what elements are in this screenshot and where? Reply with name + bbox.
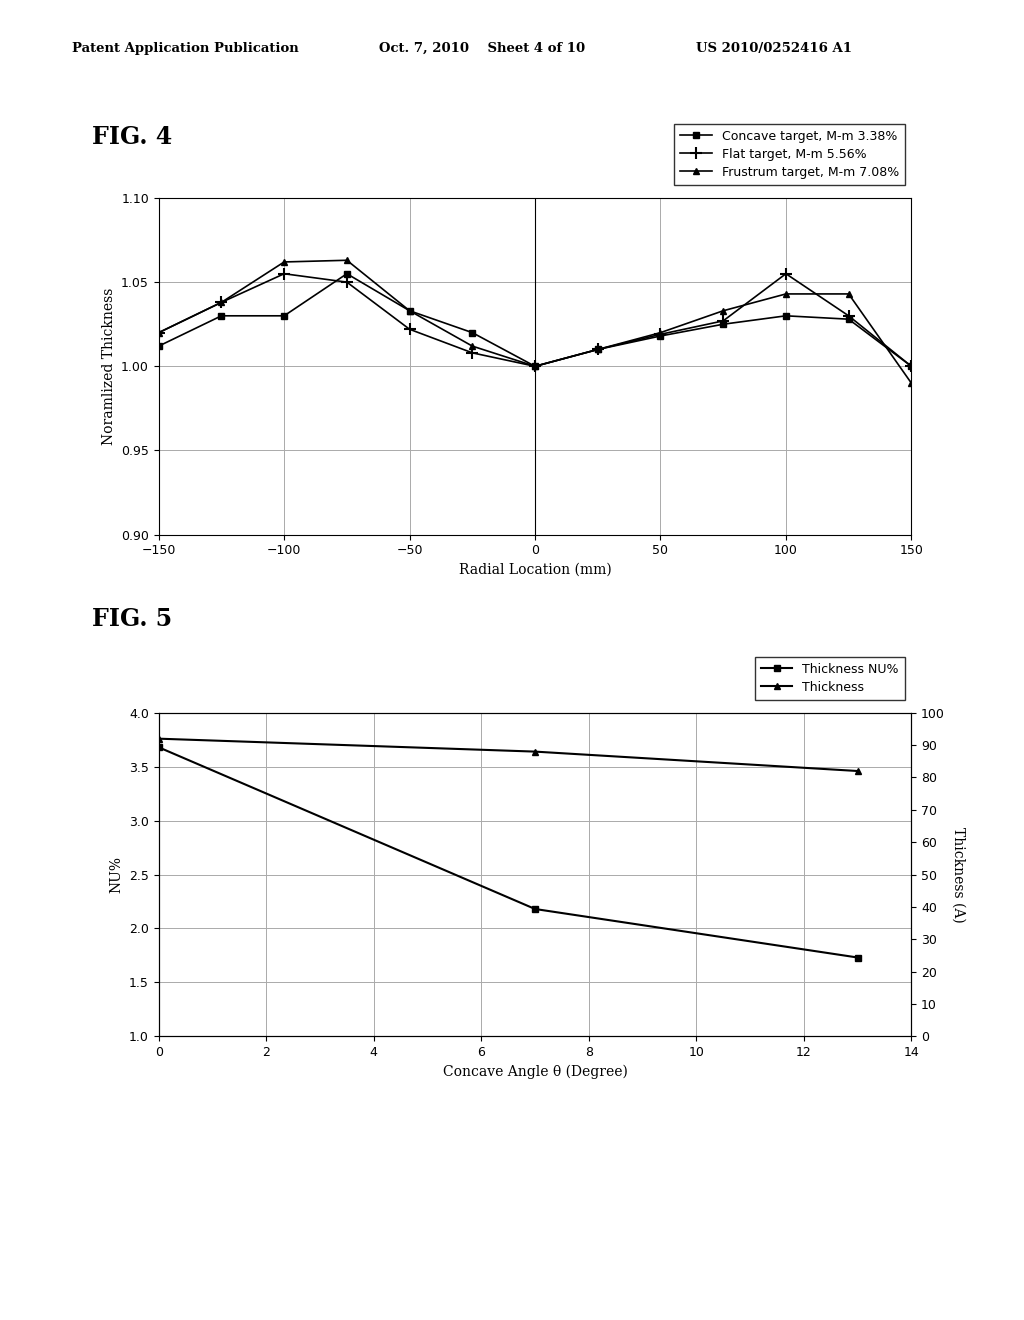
Flat target, M-m 5.56% bbox=[905, 359, 918, 375]
Thickness bbox=[153, 731, 165, 747]
Flat target, M-m 5.56% bbox=[843, 308, 855, 323]
Flat target, M-m 5.56% bbox=[466, 345, 478, 360]
Frustrum target, M-m 7.08% bbox=[905, 375, 918, 391]
Line: Thickness NU%: Thickness NU% bbox=[156, 744, 861, 961]
Thickness NU% bbox=[852, 949, 864, 965]
Line: Frustrum target, M-m 7.08%: Frustrum target, M-m 7.08% bbox=[156, 257, 914, 387]
Text: FIG. 4: FIG. 4 bbox=[92, 125, 172, 149]
Concave target, M-m 3.38% bbox=[780, 308, 793, 323]
Frustrum target, M-m 7.08% bbox=[843, 286, 855, 302]
Frustrum target, M-m 7.08% bbox=[341, 252, 353, 268]
Y-axis label: Noramlized Thickness: Noramlized Thickness bbox=[101, 288, 116, 445]
Frustrum target, M-m 7.08% bbox=[780, 286, 793, 302]
Frustrum target, M-m 7.08% bbox=[466, 338, 478, 354]
Flat target, M-m 5.56% bbox=[153, 325, 165, 341]
Concave target, M-m 3.38% bbox=[592, 342, 604, 358]
Flat target, M-m 5.56% bbox=[717, 313, 729, 329]
Text: Oct. 7, 2010    Sheet 4 of 10: Oct. 7, 2010 Sheet 4 of 10 bbox=[379, 42, 585, 55]
Concave target, M-m 3.38% bbox=[341, 265, 353, 281]
Flat target, M-m 5.56% bbox=[215, 294, 227, 310]
Flat target, M-m 5.56% bbox=[403, 321, 416, 337]
Concave target, M-m 3.38% bbox=[215, 308, 227, 323]
Thickness bbox=[852, 763, 864, 779]
Concave target, M-m 3.38% bbox=[843, 312, 855, 327]
Flat target, M-m 5.56% bbox=[341, 275, 353, 290]
Concave target, M-m 3.38% bbox=[403, 302, 416, 318]
Legend: Thickness NU%, Thickness: Thickness NU%, Thickness bbox=[755, 656, 905, 700]
Frustrum target, M-m 7.08% bbox=[528, 359, 541, 375]
Concave target, M-m 3.38% bbox=[654, 329, 667, 345]
Flat target, M-m 5.56% bbox=[654, 326, 667, 342]
Line: Thickness: Thickness bbox=[156, 735, 861, 775]
Concave target, M-m 3.38% bbox=[466, 325, 478, 341]
Concave target, M-m 3.38% bbox=[278, 308, 291, 323]
Y-axis label: Thickness (A): Thickness (A) bbox=[951, 826, 966, 923]
Concave target, M-m 3.38% bbox=[153, 338, 165, 354]
Line: Flat target, M-m 5.56%: Flat target, M-m 5.56% bbox=[154, 268, 916, 372]
X-axis label: Concave Angle θ (Degree): Concave Angle θ (Degree) bbox=[442, 1064, 628, 1078]
Frustrum target, M-m 7.08% bbox=[654, 325, 667, 341]
Text: Patent Application Publication: Patent Application Publication bbox=[72, 42, 298, 55]
Legend: Concave target, M-m 3.38%, Flat target, M-m 5.56%, Frustrum target, M-m 7.08%: Concave target, M-m 3.38%, Flat target, … bbox=[674, 124, 905, 185]
Flat target, M-m 5.56% bbox=[592, 342, 604, 358]
Text: US 2010/0252416 A1: US 2010/0252416 A1 bbox=[696, 42, 852, 55]
Frustrum target, M-m 7.08% bbox=[278, 253, 291, 269]
Text: FIG. 5: FIG. 5 bbox=[92, 607, 172, 631]
Frustrum target, M-m 7.08% bbox=[717, 302, 729, 318]
Frustrum target, M-m 7.08% bbox=[153, 325, 165, 341]
Flat target, M-m 5.56% bbox=[780, 265, 793, 281]
Flat target, M-m 5.56% bbox=[278, 265, 291, 281]
Concave target, M-m 3.38% bbox=[905, 359, 918, 375]
Thickness bbox=[528, 743, 541, 759]
Frustrum target, M-m 7.08% bbox=[592, 342, 604, 358]
X-axis label: Radial Location (mm): Radial Location (mm) bbox=[459, 562, 611, 577]
Frustrum target, M-m 7.08% bbox=[403, 302, 416, 318]
Thickness NU% bbox=[528, 902, 541, 917]
Thickness NU% bbox=[153, 739, 165, 755]
Concave target, M-m 3.38% bbox=[717, 317, 729, 333]
Frustrum target, M-m 7.08% bbox=[215, 294, 227, 310]
Concave target, M-m 3.38% bbox=[528, 359, 541, 375]
Line: Concave target, M-m 3.38%: Concave target, M-m 3.38% bbox=[156, 271, 914, 370]
Flat target, M-m 5.56% bbox=[528, 359, 541, 375]
Y-axis label: NU%: NU% bbox=[110, 855, 124, 894]
